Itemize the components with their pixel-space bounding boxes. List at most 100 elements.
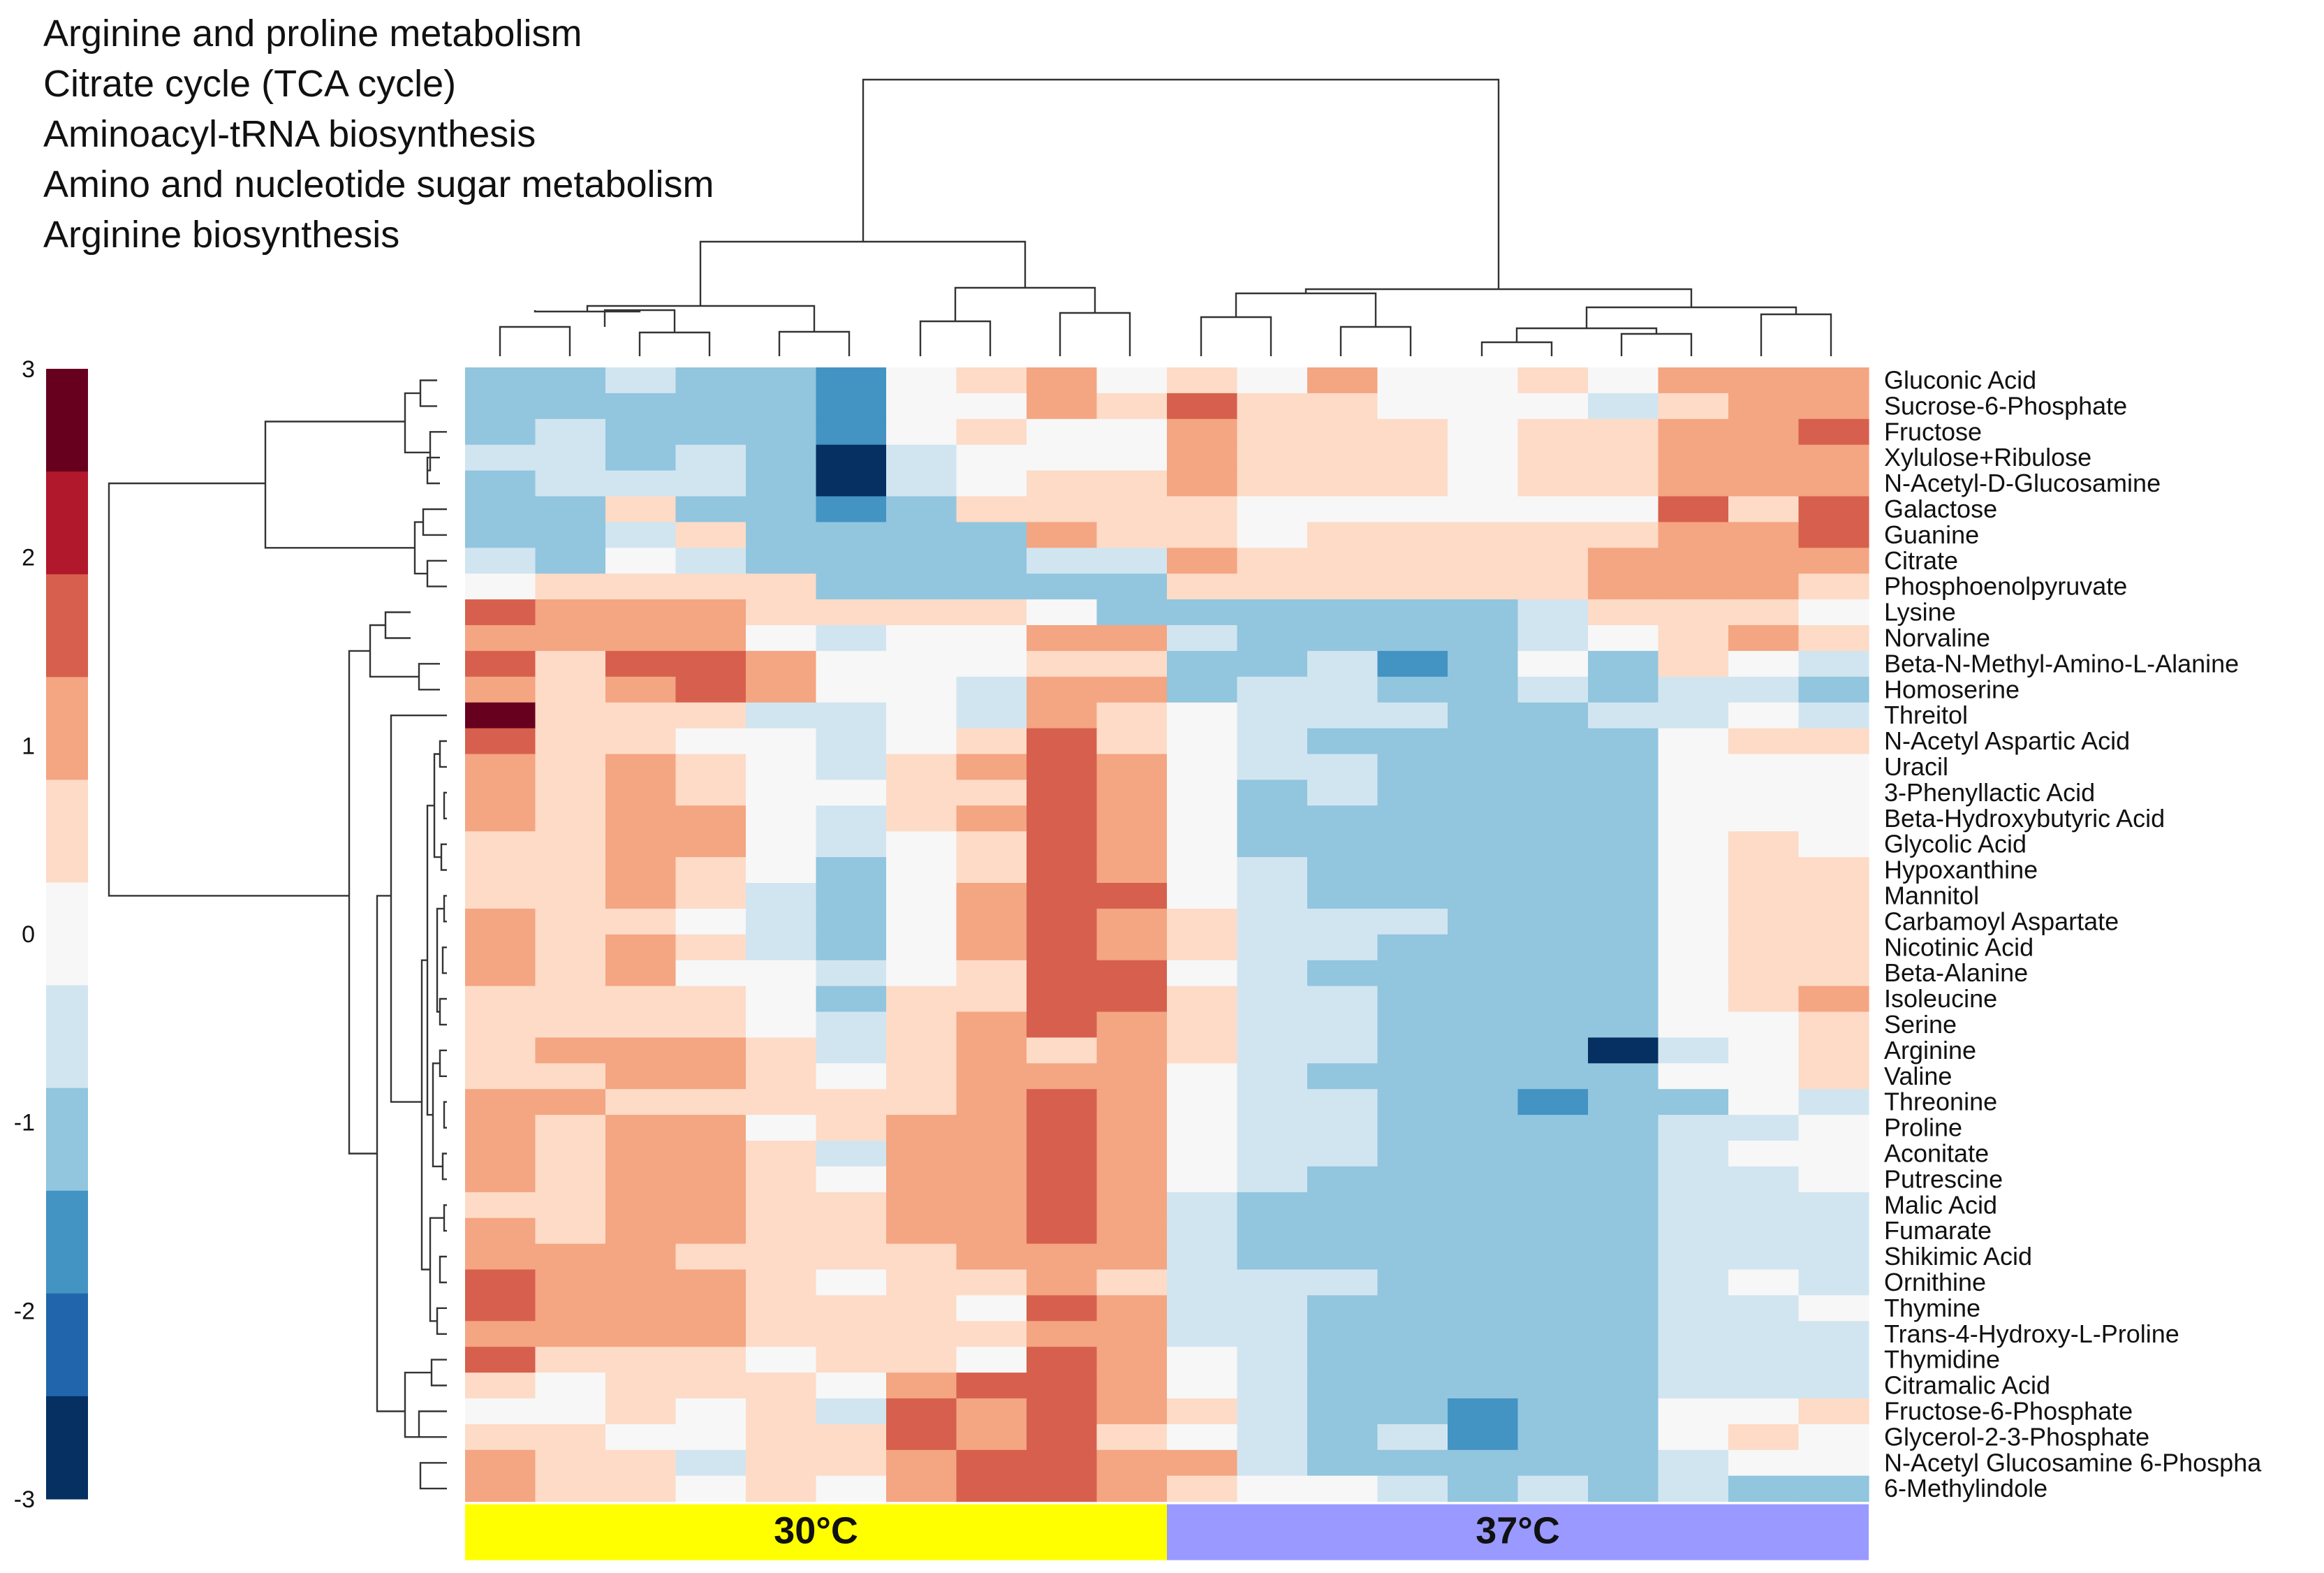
heatmap-cell [465, 1063, 536, 1090]
heatmap-cell [1448, 1449, 1519, 1477]
heatmap-cell [1167, 470, 1238, 497]
row-label: Homoserine [1884, 675, 2020, 703]
heatmap-cell [1377, 1217, 1448, 1245]
dendrogram-branch [1304, 288, 1693, 307]
heatmap-cell [1728, 1398, 1800, 1425]
row-label: N-Acetyl-D-Glucosamine [1884, 469, 2161, 497]
heatmap-cell [956, 754, 1027, 780]
heatmap-cell [675, 1089, 747, 1115]
heatmap-cell [1096, 831, 1168, 858]
heatmap-cell [605, 470, 677, 497]
heatmap-cell [1448, 1011, 1519, 1038]
heatmap-cell [816, 1321, 887, 1347]
heatmap-cell [1588, 1089, 1659, 1115]
heatmap-cell [1167, 367, 1238, 394]
heatmap-cell [1728, 960, 1800, 987]
heatmap-cell [535, 857, 606, 884]
heatmap-cell [1448, 934, 1519, 961]
heatmap-cell [1448, 1398, 1519, 1425]
heatmap-cell [675, 444, 747, 471]
row-label: Lysine [1884, 598, 1956, 627]
heatmap-cell [1096, 805, 1168, 832]
heatmap-cell [1517, 1089, 1589, 1115]
row-label: Galactose [1884, 495, 1997, 523]
heatmap-cell [956, 1089, 1027, 1115]
heatmap-cell [1307, 1475, 1378, 1502]
heatmap-cell [1658, 1063, 1729, 1090]
heatmap-cell [1728, 780, 1800, 806]
row-label: Beta-N-Methyl-Amino-L-Alanine [1884, 649, 2239, 678]
heatmap-cell [886, 393, 957, 420]
heatmap-cell [1307, 522, 1378, 548]
heatmap-cell [1658, 1373, 1729, 1399]
heatmap-cell [1658, 1424, 1729, 1451]
heatmap-cell [1728, 676, 1800, 703]
heatmap-cell [675, 702, 747, 729]
heatmap-cell [886, 728, 957, 755]
heatmap-cell [1377, 1115, 1448, 1141]
heatmap-cell [1096, 1475, 1168, 1502]
heatmap-cell [886, 1217, 957, 1245]
colorbar-tick-label: -2 [14, 1298, 35, 1324]
dendrogram-branch [384, 611, 411, 639]
heatmap-cell [465, 1141, 536, 1167]
heatmap-cell [886, 1037, 957, 1064]
heatmap-cell [465, 780, 536, 806]
heatmap-cell [675, 470, 747, 497]
heatmap-cell [1167, 754, 1238, 780]
heatmap-cell [1798, 1373, 1869, 1399]
heatmap-cell [746, 522, 817, 548]
heatmap-cell [956, 908, 1027, 935]
heatmap-cell [1658, 496, 1729, 522]
heatmap-cell [1167, 1089, 1238, 1115]
dendrogram-branch [436, 907, 444, 1013]
heatmap-cell [1096, 367, 1168, 394]
heatmap-cell [746, 883, 817, 909]
heatmap-cell [605, 986, 677, 1013]
heatmap-cell [1096, 1217, 1168, 1245]
heatmap-cell [886, 599, 957, 626]
heatmap-cell [1096, 650, 1168, 678]
row-label: N-Acetyl Glucosamine 6-Phospha [1884, 1448, 2262, 1477]
row-label: Phosphoenolpyruvate [1884, 572, 2127, 601]
heatmap-cell [886, 1089, 957, 1115]
heatmap-cell [956, 1373, 1027, 1399]
heatmap-cell [816, 625, 887, 652]
row-label: Guanine [1884, 520, 1979, 549]
heatmap-cell [1167, 1037, 1238, 1064]
dendrogram-branch [413, 521, 427, 575]
heatmap-cell [605, 444, 677, 471]
heatmap-cell [1728, 393, 1800, 420]
heatmap-cell [1588, 444, 1659, 471]
heatmap-cell [1027, 625, 1098, 652]
dendrogram-branch [420, 959, 430, 1271]
dendrogram-branch [638, 331, 711, 356]
heatmap-cell [1027, 1347, 1098, 1373]
heatmap-cell [1307, 934, 1378, 961]
heatmap-cell [465, 548, 536, 574]
heatmap-cell [465, 1269, 536, 1296]
heatmap-cell [1377, 367, 1448, 394]
heatmap-cell [1588, 1295, 1659, 1322]
heatmap-cell [1237, 573, 1308, 600]
heatmap-cell [1237, 418, 1308, 446]
heatmap-cell [1588, 676, 1659, 703]
heatmap-cell [605, 573, 677, 600]
heatmap-cell [1096, 1141, 1168, 1167]
heatmap-cell [1027, 934, 1098, 961]
heatmap-cell [675, 1141, 747, 1167]
heatmap-cell [605, 1475, 677, 1502]
heatmap-cell [1237, 1115, 1308, 1141]
heatmap-cell [1096, 986, 1168, 1013]
heatmap-cell [1096, 754, 1168, 780]
heatmap-cell [746, 1295, 817, 1322]
heatmap-cell [1377, 1398, 1448, 1425]
heatmap-cell [1798, 960, 1869, 987]
heatmap-cell [605, 418, 677, 446]
heatmap-cell [675, 986, 747, 1013]
colorbar-segment [46, 1396, 88, 1500]
heatmap-cell [1588, 1475, 1659, 1502]
heatmap-cell [535, 1269, 606, 1296]
heatmap-cell [1096, 857, 1168, 884]
colorbar: 3 2 1 0 -1 -2 -3 [14, 356, 88, 1513]
